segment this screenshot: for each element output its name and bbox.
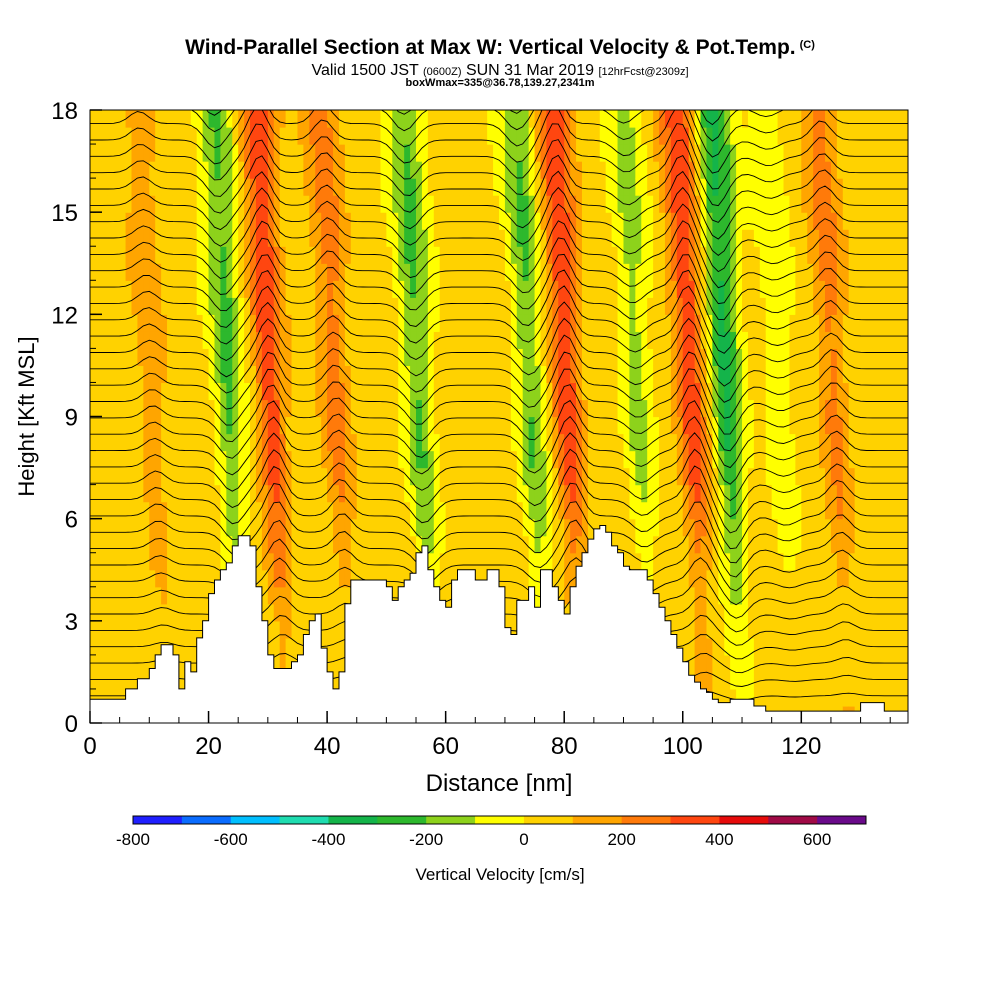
- theta-contour: [90, 203, 908, 273]
- colorbar-swatch: [181, 816, 232, 824]
- colorbar-swatch: [230, 816, 280, 824]
- y-tick-label: 15: [51, 200, 78, 227]
- x-tick-label: 80: [551, 733, 578, 760]
- theta-contour: [90, 220, 908, 289]
- theta-contour: [90, 399, 908, 469]
- theta-contour: [90, 237, 908, 305]
- chart-title: Wind-Parallel Section at Max W: Vertical…: [185, 36, 815, 59]
- theta-contour: [90, 432, 908, 502]
- theta-contour: [90, 334, 908, 403]
- theta-contour: [90, 317, 908, 387]
- y-tick-label: 9: [65, 405, 78, 432]
- theta-contour: [190, 110, 785, 142]
- colorbar: -800 -600 -400 -200 0 200 400 600: [116, 815, 867, 849]
- theta-contour: [90, 186, 908, 256]
- theta-contour: [90, 301, 908, 371]
- colorbar-swatch: [621, 816, 671, 824]
- x-tick-label: 0: [83, 733, 96, 760]
- colorbar-swatch: [475, 816, 525, 824]
- colorbar-swatch: [328, 816, 378, 824]
- chart-box-info: boxWmax=335@36.78,139.27,2341m: [405, 77, 595, 89]
- colorbar-swatch: [133, 816, 183, 824]
- y-tick-label: 12: [51, 302, 78, 329]
- colorbar-tick-label: -600: [214, 830, 248, 849]
- colorbar-tick-label: -400: [311, 830, 345, 849]
- theta-contour: [90, 384, 908, 452]
- y-tick-label: 3: [65, 609, 78, 636]
- x-tick-label: 40: [314, 733, 341, 760]
- theta-contour: [90, 368, 908, 435]
- theta-contour: [90, 351, 908, 419]
- x-tick-label: 120: [781, 733, 821, 760]
- chart-subtitle: Valid 1500 JST (0600Z) SUN 31 Mar 2019 […: [311, 62, 689, 79]
- theta-contour: [90, 501, 908, 564]
- colorbar-tick-label: -200: [409, 830, 443, 849]
- theta-contour: [90, 170, 908, 240]
- y-axis-label: Height [Kft MSL]: [14, 336, 39, 496]
- colorbar-swatch: [523, 816, 574, 824]
- colorbar-frame: [132, 815, 867, 825]
- colorbar-swatch: [719, 816, 769, 824]
- colorbar-tick-label: 400: [705, 830, 733, 849]
- colorbar-swatch: [426, 816, 476, 824]
- colorbar-tick-label: -800: [116, 830, 150, 849]
- x-tick-label: 100: [663, 733, 703, 760]
- theta-contour: [90, 415, 908, 485]
- theta-contour: [90, 110, 908, 158]
- theta-contour: [90, 110, 908, 174]
- x-axis-label: Distance [nm]: [426, 770, 573, 797]
- y-tick-label: 6: [65, 507, 78, 534]
- theta-contour: [90, 269, 908, 338]
- theta-contour: [90, 285, 908, 354]
- colorbar-swatch: [768, 816, 818, 824]
- theta-contour: [90, 253, 908, 321]
- x-tick-label: 20: [195, 733, 222, 760]
- colorbar-swatch: [670, 816, 720, 824]
- theta-contour: [90, 519, 908, 578]
- theta-contour: [90, 123, 908, 190]
- y-tick-label: 18: [51, 98, 78, 125]
- colorbar-tick-label: 0: [519, 830, 528, 849]
- colorbar-swatch: [817, 816, 867, 824]
- theta-contour: [90, 154, 908, 223]
- theta-contour: [90, 482, 908, 550]
- y-tick-label: 0: [65, 711, 78, 738]
- colorbar-swatch: [572, 816, 623, 824]
- colorbar-tick-label: 200: [607, 830, 635, 849]
- colorbar-swatch: [377, 816, 427, 824]
- theta-contour: [90, 465, 908, 534]
- terrain: [89, 525, 909, 724]
- colorbar-label: Vertical Velocity [cm/s]: [415, 865, 584, 884]
- theta-contour: [90, 139, 908, 207]
- x-tick-label: 60: [432, 733, 459, 760]
- colorbar-tick-label: 600: [803, 830, 831, 849]
- theta-contour: [90, 448, 908, 518]
- colorbar-swatch: [279, 816, 329, 824]
